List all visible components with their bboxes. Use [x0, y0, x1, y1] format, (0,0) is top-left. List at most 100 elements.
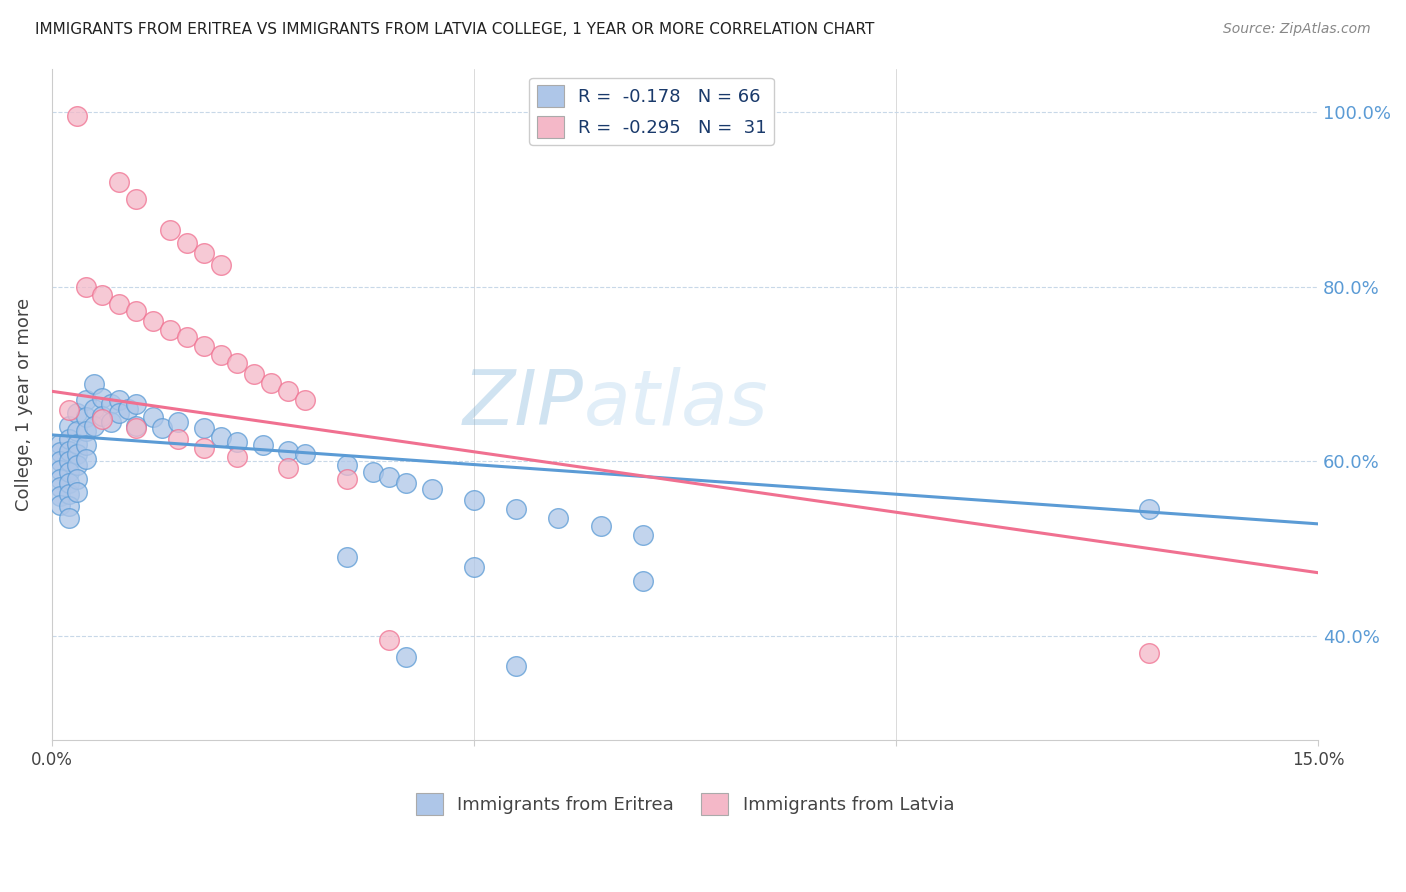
Point	[58, 487, 80, 501]
Point	[277, 384, 299, 399]
Point	[58, 443, 80, 458]
Point	[193, 339, 215, 353]
Point	[58, 419, 80, 434]
Point	[66, 406, 89, 420]
Point	[58, 454, 80, 468]
Point	[49, 445, 72, 459]
Point	[361, 465, 384, 479]
Point	[209, 348, 232, 362]
Point	[58, 475, 80, 490]
Point	[83, 377, 105, 392]
Legend: Immigrants from Eritrea, Immigrants from Latvia: Immigrants from Eritrea, Immigrants from…	[409, 786, 962, 822]
Point	[49, 454, 72, 468]
Point	[243, 367, 266, 381]
Point	[260, 376, 283, 390]
Point	[75, 410, 97, 425]
Point	[66, 424, 89, 438]
Point	[277, 443, 299, 458]
Point	[1137, 502, 1160, 516]
Point	[505, 502, 527, 516]
Point	[159, 323, 181, 337]
Point	[547, 510, 569, 524]
Point	[209, 258, 232, 272]
Point	[631, 528, 654, 542]
Point	[209, 430, 232, 444]
Point	[83, 401, 105, 416]
Point	[49, 436, 72, 450]
Point	[125, 304, 148, 318]
Point	[75, 438, 97, 452]
Point	[49, 480, 72, 494]
Point	[193, 441, 215, 455]
Point	[117, 401, 139, 416]
Point	[631, 574, 654, 589]
Point	[589, 519, 612, 533]
Point	[277, 461, 299, 475]
Point	[49, 498, 72, 512]
Point	[193, 246, 215, 260]
Point	[142, 314, 165, 328]
Point	[125, 397, 148, 411]
Point	[226, 434, 249, 449]
Point	[159, 223, 181, 237]
Text: IMMIGRANTS FROM ERITREA VS IMMIGRANTS FROM LATVIA COLLEGE, 1 YEAR OR MORE CORREL: IMMIGRANTS FROM ERITREA VS IMMIGRANTS FR…	[35, 22, 875, 37]
Point	[49, 463, 72, 477]
Text: atlas: atlas	[583, 368, 768, 442]
Point	[83, 419, 105, 434]
Point	[91, 391, 114, 405]
Point	[142, 410, 165, 425]
Point	[58, 510, 80, 524]
Point	[176, 235, 198, 250]
Point	[66, 484, 89, 499]
Point	[108, 175, 131, 189]
Point	[252, 438, 274, 452]
Point	[336, 549, 359, 564]
Point	[75, 279, 97, 293]
Point	[150, 421, 173, 435]
Text: Source: ZipAtlas.com: Source: ZipAtlas.com	[1223, 22, 1371, 37]
Point	[378, 469, 401, 483]
Point	[58, 465, 80, 479]
Point	[91, 288, 114, 302]
Point	[378, 632, 401, 647]
Point	[58, 500, 80, 514]
Point	[176, 330, 198, 344]
Point	[395, 475, 418, 490]
Point	[125, 193, 148, 207]
Point	[420, 482, 443, 496]
Point	[395, 650, 418, 665]
Point	[125, 421, 148, 435]
Point	[108, 297, 131, 311]
Point	[1137, 646, 1160, 660]
Point	[108, 392, 131, 407]
Point	[294, 447, 316, 461]
Point	[226, 450, 249, 464]
Point	[75, 424, 97, 438]
Point	[463, 493, 485, 508]
Point	[58, 432, 80, 446]
Point	[66, 458, 89, 473]
Point	[125, 419, 148, 434]
Point	[336, 471, 359, 485]
Point	[167, 415, 190, 429]
Point	[66, 110, 89, 124]
Point	[49, 489, 72, 503]
Point	[91, 409, 114, 423]
Point	[108, 406, 131, 420]
Point	[66, 471, 89, 485]
Y-axis label: College, 1 year or more: College, 1 year or more	[15, 298, 32, 511]
Point	[463, 560, 485, 574]
Point	[75, 392, 97, 407]
Point	[66, 447, 89, 461]
Text: ZIP: ZIP	[463, 368, 583, 442]
Point	[75, 452, 97, 467]
Point	[100, 397, 122, 411]
Point	[167, 432, 190, 446]
Point	[226, 356, 249, 370]
Point	[336, 458, 359, 473]
Point	[58, 403, 80, 417]
Point	[294, 392, 316, 407]
Point	[91, 412, 114, 426]
Point	[66, 436, 89, 450]
Point	[193, 421, 215, 435]
